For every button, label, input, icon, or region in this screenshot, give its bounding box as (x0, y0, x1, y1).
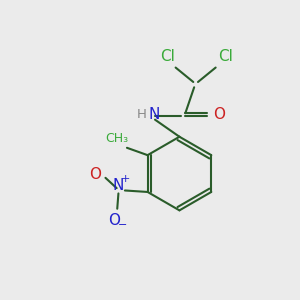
Text: N: N (112, 178, 124, 193)
Text: Cl: Cl (160, 49, 175, 64)
Text: −: − (118, 220, 127, 230)
Text: O: O (89, 167, 101, 182)
Text: O: O (108, 213, 120, 228)
Text: Cl: Cl (218, 49, 232, 64)
Text: +: + (121, 174, 130, 184)
Text: H: H (137, 108, 147, 121)
Text: N: N (148, 107, 160, 122)
Text: O: O (213, 107, 225, 122)
Text: CH₃: CH₃ (105, 132, 128, 145)
